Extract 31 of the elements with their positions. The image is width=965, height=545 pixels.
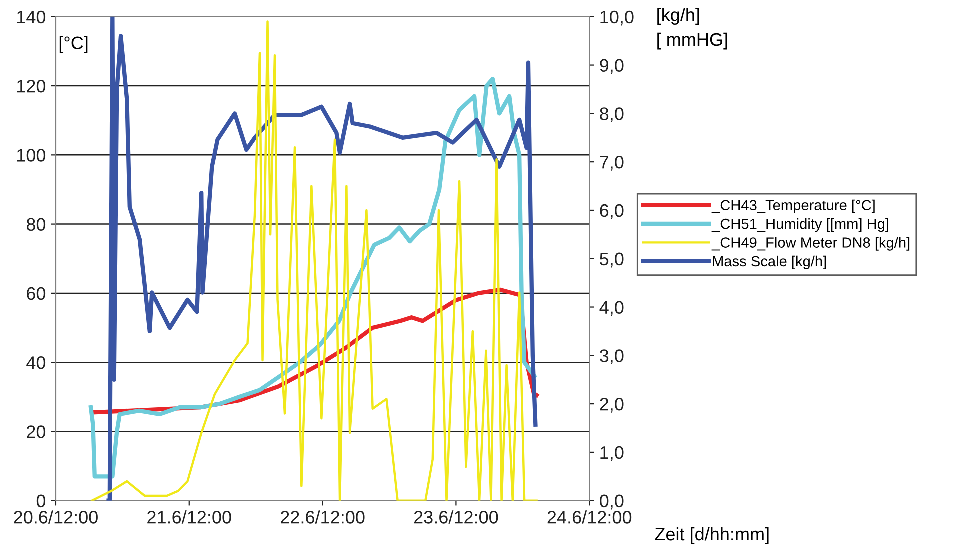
y2-axis-title: [kg/h] [ mmHG] bbox=[658, 8, 728, 50]
x-axis-title: Zeit [d/hh:mm] bbox=[655, 527, 769, 544]
y-tick-label: 0 bbox=[36, 494, 46, 508]
y-tick-label: 80 bbox=[26, 218, 46, 232]
legend-label: _CH43_Temperature [°C] bbox=[712, 200, 875, 214]
y-tick-label: 100 bbox=[18, 149, 46, 162]
y2-tick-label: 4,0 bbox=[600, 301, 624, 316]
x-tick-label: 24.6/12:00 bbox=[548, 510, 632, 524]
y2-tick-label: 10,0 bbox=[600, 10, 634, 26]
y-tick-label: 140 bbox=[18, 10, 46, 24]
y-axis-title: [°C] bbox=[60, 36, 88, 54]
y2-tick-label: 9,0 bbox=[600, 59, 624, 74]
y2-tick-label: 6,0 bbox=[600, 204, 624, 220]
x-tick-label: 21.6/12:00 bbox=[148, 510, 232, 524]
y2-tick-label: 7,0 bbox=[600, 156, 624, 171]
x-tick-label: 20.6/12:00 bbox=[14, 510, 98, 524]
legend-label: _CH49_Flow Meter DN8 [kg/h] bbox=[712, 237, 910, 251]
legend-label: _CH51_Humidity [[mm] Hg] bbox=[712, 218, 888, 232]
y2-tick-label: 2,0 bbox=[600, 398, 624, 413]
x-tick-label: 23.6/12:00 bbox=[414, 510, 498, 524]
y2-tick-label: 0,0 bbox=[600, 494, 624, 510]
y2-tick-label: 5,0 bbox=[600, 252, 624, 268]
y-tick-label: 120 bbox=[18, 80, 46, 93]
y2-tick-label: 3,0 bbox=[600, 350, 624, 365]
y2-tick-label: 1,0 bbox=[600, 446, 624, 462]
y2-tick-label: 8,0 bbox=[600, 108, 624, 123]
legend-label: Mass Scale [kg/h] bbox=[713, 256, 826, 270]
x-tick-label: 22.6/12:00 bbox=[281, 510, 365, 524]
y-tick-label: 20 bbox=[27, 426, 46, 438]
y-tick-label: 40 bbox=[26, 356, 46, 370]
y-tick-label: 60 bbox=[27, 287, 46, 300]
